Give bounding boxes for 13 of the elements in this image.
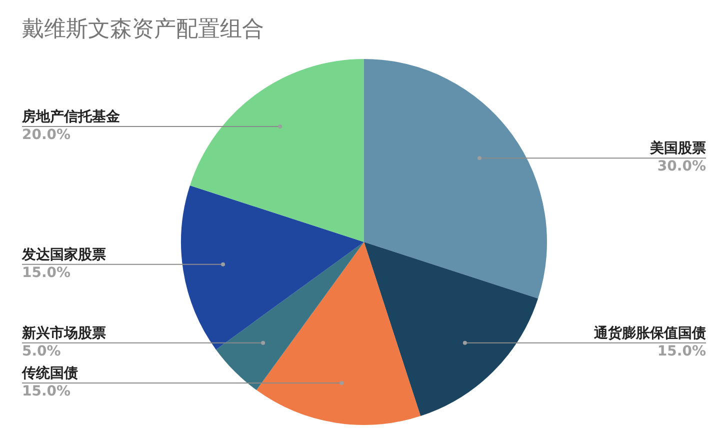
data-label: 15.0%	[22, 264, 71, 281]
data-label: 20.0%	[22, 127, 71, 144]
data-label: 15.0%	[22, 384, 71, 400]
slice-label: 房地产信托基金	[21, 108, 121, 126]
data-label: 15.0%	[657, 344, 706, 360]
chart-title: 戴维斯文森资产配置组合	[22, 16, 264, 44]
slice-label: 发达国家股票	[21, 246, 106, 263]
data-label: 5.0%	[22, 344, 61, 360]
slice-label: 传统国债	[21, 364, 78, 382]
data-label: 30.0%	[657, 158, 706, 175]
slice-label: 新兴市场股票	[21, 324, 106, 342]
slice-label: 美国股票	[649, 140, 706, 157]
slice-label: 通货膨胀保值国债	[593, 324, 706, 342]
